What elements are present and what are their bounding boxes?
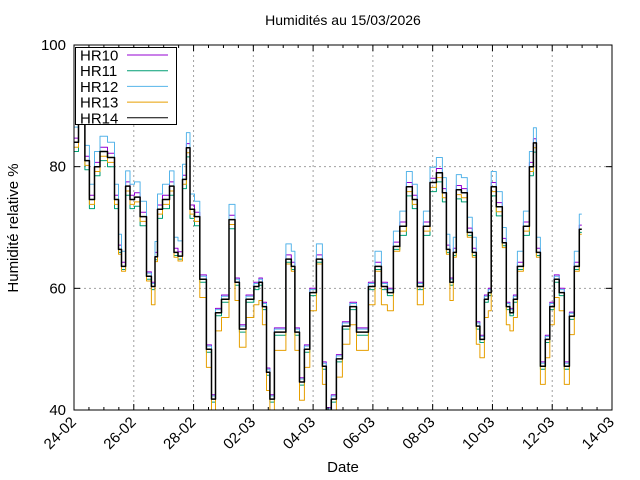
x-tick-label: 04-03 [280, 414, 319, 453]
x-tick-label: 26-02 [100, 414, 139, 453]
x-tick-label: 14-03 [579, 414, 618, 453]
y-tick-label: 100 [41, 37, 66, 54]
x-tick-label: 10-03 [459, 414, 498, 453]
legend-label-hr13: HR13 [80, 95, 118, 112]
x-tick-label: 12-03 [519, 414, 558, 453]
legend-label-hr10: HR10 [80, 48, 118, 65]
series-line-hr14 [74, 111, 582, 410]
series-lines [74, 96, 582, 410]
legend-label-hr11: HR11 [80, 63, 117, 80]
y-tick-label: 80 [49, 159, 66, 176]
x-tick-label: 28-02 [160, 414, 199, 453]
legend-label-hr14: HR14 [80, 110, 118, 127]
chart-title: Humidités au 15/03/2026 [265, 12, 421, 28]
legend-label-hr12: HR12 [80, 79, 118, 96]
x-tick-label: 24-02 [41, 414, 80, 453]
y-axis-label: Humidité relative % [5, 163, 22, 292]
x-tick-label: 06-03 [340, 414, 379, 453]
y-tick-label: 40 [49, 402, 66, 419]
x-axis-label: Date [327, 459, 359, 476]
x-tick-label: 08-03 [399, 414, 438, 453]
y-tick-label: 60 [49, 280, 66, 297]
x-tick-label: 02-03 [220, 414, 259, 453]
